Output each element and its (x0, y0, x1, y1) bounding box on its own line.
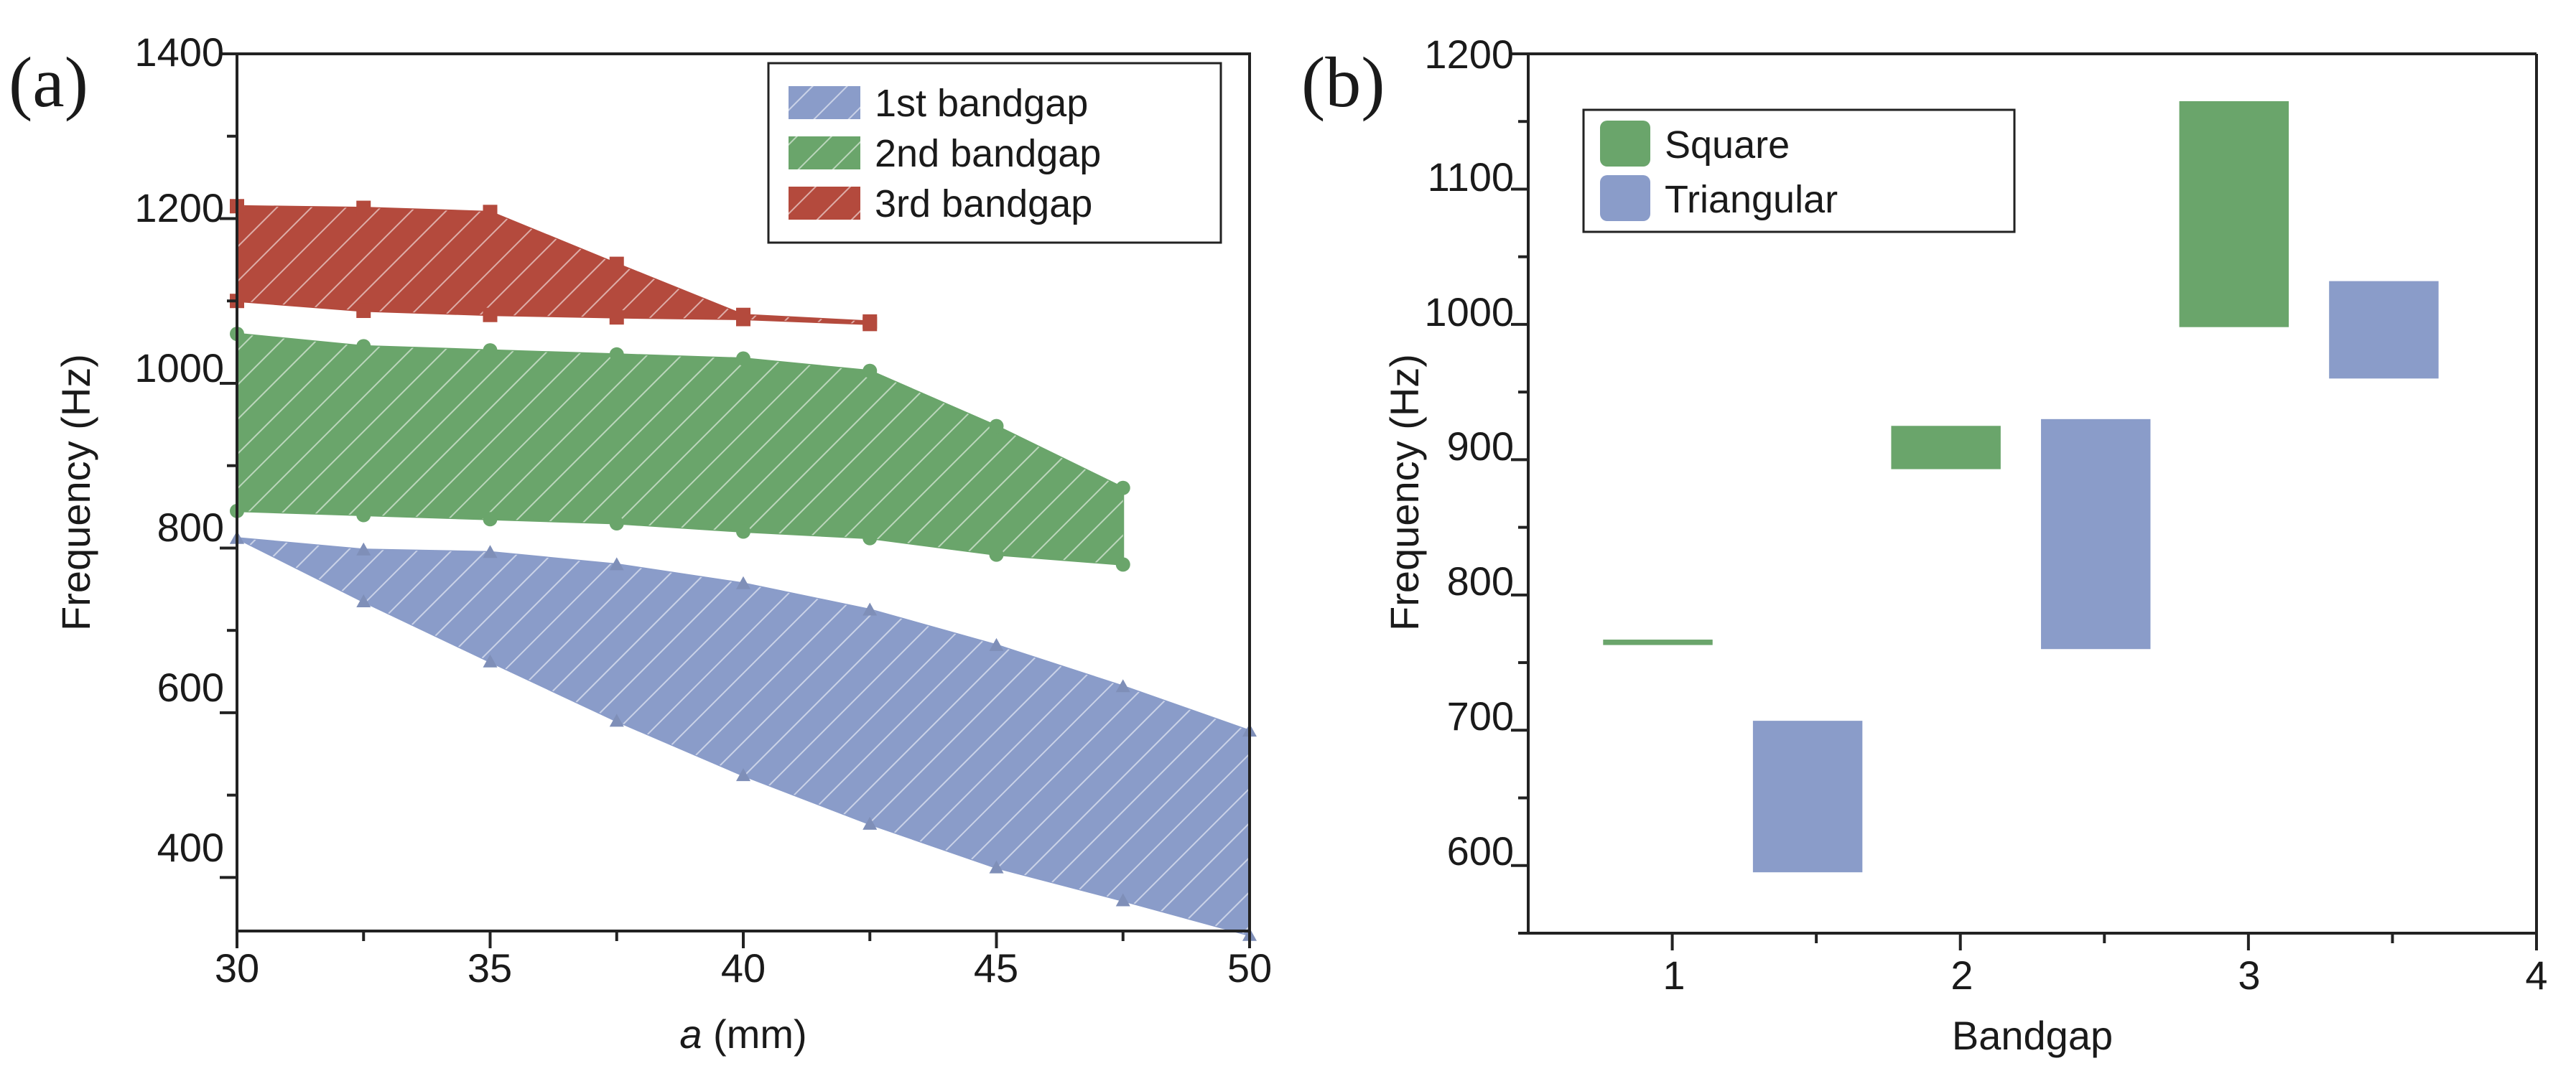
panel-b-bars (1603, 100, 2439, 873)
b-legend-swatch-square (1600, 121, 1650, 167)
a-marker-3rd-lower (609, 310, 624, 325)
b-xtick-label: 3 (2238, 953, 2260, 998)
a-xtick-label: 50 (1227, 945, 1272, 991)
a-marker-1st-upper (609, 557, 624, 571)
a-marker-3rd-upper (356, 200, 371, 215)
panel-b-ticks (1511, 52, 2538, 950)
a-legend-swatch-hatch (789, 187, 860, 220)
a-marker-2nd-upper (989, 418, 1004, 434)
a-marker-2nd-upper (1115, 480, 1130, 495)
b-bar-triangular-1 (1752, 721, 1863, 873)
b-ytick-label: 800 (1447, 558, 1514, 604)
a-ytick-label: 800 (157, 505, 224, 550)
a-marker-2nd-lower (483, 512, 498, 527)
b-legend-label-square: Square (1665, 123, 1790, 167)
a-marker-2nd-lower (1115, 557, 1130, 572)
a-ytick-label: 400 (157, 825, 224, 870)
b-legend-swatch-triangular (1600, 175, 1650, 221)
panel-b-legend: Square Triangular (1582, 108, 2016, 233)
panel-a-legend: 1st bandgap 2nd bandgap 3rd bandgap (767, 62, 1222, 244)
a-marker-1st-upper (1115, 679, 1130, 693)
a-marker-2nd-upper (862, 363, 878, 378)
a-legend-swatch-hatch (789, 86, 860, 119)
a-ytick-label: 1400 (134, 29, 224, 75)
a-marker-2nd-upper (609, 347, 624, 362)
a-legend-label-2nd: 2nd bandgap (875, 132, 1101, 175)
b-legend-item-square: Square (1600, 121, 1790, 167)
a-marker-1st-lower (989, 860, 1004, 874)
a-marker-2nd-lower (736, 524, 750, 539)
a-marker-2nd-upper (356, 339, 371, 354)
a-band-hatch-1st (237, 538, 1250, 935)
b-xtick-label: 4 (2525, 953, 2547, 998)
b-bar-triangular-3 (2329, 281, 2439, 379)
a-ytick-label: 600 (157, 665, 224, 710)
a-marker-3rd-lower (736, 312, 750, 327)
a-marker-1st-lower (1115, 893, 1130, 907)
b-ytick-label: 600 (1447, 828, 1514, 874)
a-legend-label-1st: 1st bandgap (875, 82, 1088, 125)
b-bar-square-3 (2179, 100, 2289, 327)
a-marker-1st-lower (736, 768, 750, 782)
a-xtick-label: 40 (721, 945, 766, 991)
a-ytick-label: 1200 (134, 185, 224, 230)
a-ytick-label: 1000 (134, 345, 224, 390)
a-marker-1st-upper (483, 545, 498, 558)
b-ytick-label: 700 (1447, 693, 1514, 739)
a-xtick-label: 45 (974, 945, 1018, 991)
a-marker-1st-lower (862, 816, 878, 830)
panel-a-areas (236, 205, 1251, 937)
a-xtick-label: 30 (215, 945, 259, 991)
a-marker-1st-upper (356, 542, 371, 556)
b-x-axis-title: Bandgap (1952, 1013, 2113, 1058)
a-marker-1st-lower (609, 714, 624, 727)
b-ytick-label: 1100 (1428, 154, 1514, 200)
b-bar-triangular-2 (2041, 418, 2151, 650)
a-marker-1st-upper (989, 637, 1004, 651)
panel-a-ticks (220, 52, 1251, 948)
a-legend-item-1st: 1st bandgap (789, 82, 1088, 125)
a-marker-1st-lower (483, 654, 498, 668)
panel-a-markers (230, 199, 1257, 941)
a-marker-3rd-lower (356, 303, 371, 318)
a-legend-item-2nd: 2nd bandgap (789, 132, 1101, 175)
a-legend-label-3rd: 3rd bandgap (875, 182, 1092, 225)
a-y-axis-title: Frequency (Hz) (53, 354, 98, 631)
b-ytick-label: 1000 (1424, 289, 1514, 335)
a-marker-2nd-upper (483, 343, 498, 358)
a-marker-3rd-upper (609, 256, 624, 271)
a-marker-1st-lower (356, 594, 371, 608)
b-ytick-label: 900 (1447, 424, 1514, 469)
a-marker-2nd-lower (989, 547, 1004, 562)
panel-b-label: (b) (1301, 42, 1385, 122)
a-marker-1st-upper (736, 576, 750, 589)
a-marker-2nd-lower (609, 516, 624, 531)
b-bar-square-2 (1891, 426, 2001, 469)
panel-a-label: (a) (9, 42, 88, 122)
a-marker-2nd-lower (862, 530, 878, 546)
a-marker-3rd-upper (483, 205, 498, 220)
b-legend-item-triangular: Triangular (1600, 175, 1838, 221)
a-marker-2nd-upper (736, 351, 750, 366)
a-marker-2nd-lower (356, 508, 371, 523)
a-legend-item-3rd: 3rd bandgap (789, 182, 1092, 225)
b-y-axis-title: Frequency (Hz) (1382, 354, 1427, 631)
b-bar-square-1 (1603, 640, 1713, 645)
b-legend-frame (1582, 108, 2016, 233)
a-xtick-label: 35 (468, 945, 512, 991)
a-marker-3rd-lower (483, 307, 498, 322)
panel-a: (a) 30 35 40 45 50 400 600 800 1000 1200… (9, 29, 1272, 1057)
a-band-hatch-3rd (237, 206, 870, 324)
a-legend-swatch-hatch (789, 136, 860, 169)
b-xtick-label: 2 (1950, 953, 1973, 998)
a-marker-1st-upper (862, 602, 878, 616)
b-xtick-label: 1 (1663, 953, 1685, 998)
a-x-axis-title: a (mm) (679, 1011, 806, 1057)
b-ytick-label: 1200 (1424, 32, 1514, 77)
panel-b: (b) 1 2 3 4 600 700 800 900 1000 1100 12… (1301, 32, 2548, 1058)
a-band-hatch-2nd (237, 334, 1123, 565)
b-legend-label-triangular: Triangular (1665, 178, 1838, 221)
a-marker-3rd-lower (862, 317, 878, 332)
